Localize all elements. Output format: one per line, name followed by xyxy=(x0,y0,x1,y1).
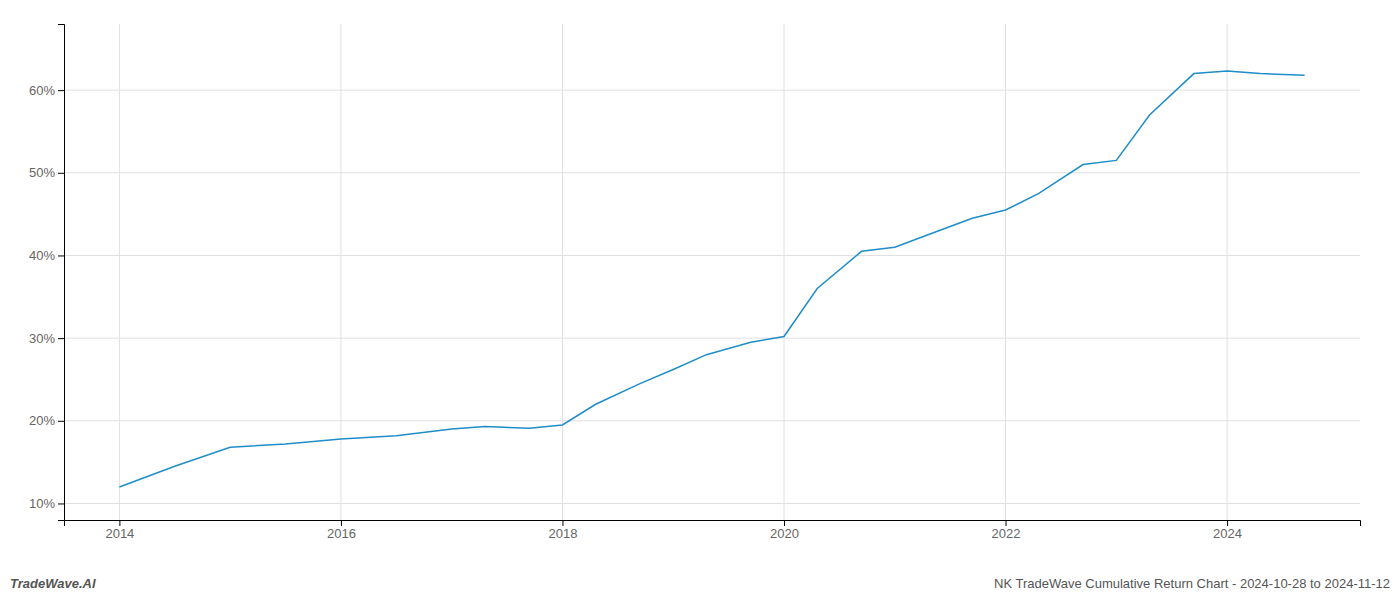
tick-mark xyxy=(1006,520,1007,526)
tick-label: 2016 xyxy=(327,526,356,541)
tick-mark xyxy=(119,520,120,526)
tick: 30% xyxy=(29,331,64,346)
grid-line xyxy=(64,420,1360,421)
grid-line xyxy=(64,90,1360,91)
tick: 2024 xyxy=(1213,520,1242,541)
tick-mark xyxy=(58,90,64,91)
grid xyxy=(64,24,1360,520)
tick-mark xyxy=(58,503,64,504)
tick-mark xyxy=(784,520,785,526)
grid-line xyxy=(1227,24,1228,520)
chart: 2014 2016 2018 2020 2022 2024 10% 20% 30% 40% 50% 6… xyxy=(0,0,1400,600)
grid-line xyxy=(64,172,1360,173)
tick-label: 2024 xyxy=(1213,526,1242,541)
tick-mark xyxy=(1227,520,1228,526)
grid-line xyxy=(64,338,1360,339)
line xyxy=(119,71,1304,487)
tick-label: 60% xyxy=(29,83,55,98)
tick-mark xyxy=(58,255,64,256)
tick: 20% xyxy=(29,413,64,428)
grid-line xyxy=(64,503,1360,504)
grid-line xyxy=(1005,24,1006,520)
tick: 2016 xyxy=(327,520,356,541)
tick-label: 50% xyxy=(29,165,55,180)
annotation: TradeWave.AI xyxy=(10,576,96,591)
y-axis: 10% 20% 30% 40% 50% 60% xyxy=(29,25,65,521)
tick-mark xyxy=(58,421,64,422)
tick-mark xyxy=(562,520,563,526)
tick-label: 40% xyxy=(29,248,55,263)
tick: 60% xyxy=(29,83,64,98)
tick-label: 2022 xyxy=(992,526,1021,541)
x-axis: 2014 2016 2018 2020 2022 2024 xyxy=(65,520,1361,541)
grid-line xyxy=(340,24,341,520)
axis-line xyxy=(58,25,65,521)
tick-label: 30% xyxy=(29,331,55,346)
axis-line xyxy=(65,521,1361,527)
tick-label: 2018 xyxy=(549,526,578,541)
tick-label: 2020 xyxy=(770,526,799,541)
tick: 2022 xyxy=(992,520,1021,541)
plot: 2014 2016 2018 2020 2022 2024 10% 20% 30% 40% 50% 6… xyxy=(29,24,1361,541)
tick: 2014 xyxy=(105,520,134,541)
tick: 2018 xyxy=(549,520,578,541)
tick-mark xyxy=(58,338,64,339)
tick-label: 10% xyxy=(29,496,55,511)
grid-line xyxy=(64,255,1360,256)
tick-label: 2014 xyxy=(105,526,134,541)
grid-line xyxy=(119,24,120,520)
tick: 50% xyxy=(29,165,64,180)
tick: 10% xyxy=(29,496,64,511)
grid-line xyxy=(562,24,563,520)
tick: 40% xyxy=(29,248,64,263)
tick-label: 20% xyxy=(29,413,55,428)
annotation: NK TradeWave Cumulative Return Chart - 2… xyxy=(994,576,1390,591)
tick: 2020 xyxy=(770,520,799,541)
grid-line xyxy=(784,24,785,520)
marks xyxy=(119,71,1304,487)
tick-mark xyxy=(58,173,64,174)
tick-mark xyxy=(341,520,342,526)
